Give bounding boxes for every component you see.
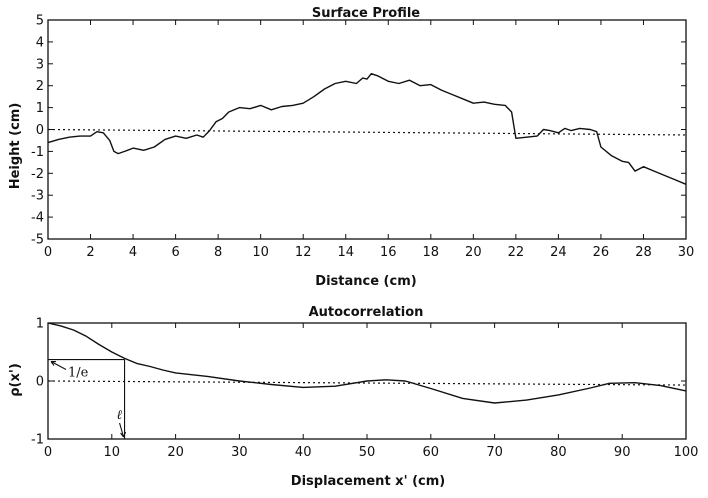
surface-profile-y-tick-label: -1: [31, 145, 44, 160]
surface-profile-x-tick-label: 10: [252, 245, 269, 260]
surface-profile-x-tick-label: 2: [86, 245, 94, 260]
surface-profile-x-tick-label: 0: [44, 245, 52, 260]
one-over-e-arrow-icon: [50, 360, 67, 371]
surface-profile-x-tick-label: 14: [337, 245, 354, 260]
autocorrelation-plot-frame: [47, 322, 687, 440]
autocorrelation-x-tick-label: 30: [231, 445, 248, 460]
surface-profile-x-tick-label: 6: [171, 245, 179, 260]
autocorrelation-x-tick-label: 40: [295, 445, 312, 460]
surface-profile-x-tick-label: 8: [214, 245, 222, 260]
surface-profile-y-tick-label: -3: [31, 189, 44, 204]
surface-profile-x-tick-label: 12: [295, 245, 312, 260]
surface-profile-x-tick-label: 20: [465, 245, 482, 260]
surface-profile-x-tick-label: 30: [678, 245, 695, 260]
surface-profile-plot-frame: [47, 19, 687, 240]
surface-profile-x-tick-label: 28: [635, 245, 652, 260]
surface-profile-title: Surface Profile: [312, 6, 420, 21]
surface-profile-x-tick-label: 16: [380, 245, 397, 260]
autocorrelation-x-axis-label: Displacement x' (cm): [291, 474, 445, 489]
autocorrelation-x-tick-label: 60: [423, 445, 440, 460]
surface-profile-y-tick-label: 4: [36, 35, 44, 50]
autocorrelation-x-tick-label: 100: [674, 445, 699, 460]
correlation-length-arrow-icon: [119, 422, 127, 438]
surface-profile-x-axis-label: Distance (cm): [315, 274, 416, 289]
surface-profile-y-tick-label: -4: [31, 211, 44, 226]
autocorrelation-zero-reference-line: [47, 380, 687, 386]
autocorrelation-x-tick-label: 20: [167, 445, 184, 460]
surface-profile-ticks: 0 2 4 6 8 10 12 14 16 18 20 22 24 26 28 30-5-4-3-2-1012…: [31, 14, 694, 261]
autocorrelation-y-tick-label: 0: [36, 375, 44, 390]
surface-profile-x-tick-label: 4: [129, 245, 137, 260]
surface-profile-x-tick-label: 18: [423, 245, 440, 260]
surface-profile-y-tick-label: 3: [36, 57, 44, 72]
surface-profile-x-tick-label: 26: [593, 245, 610, 260]
autocorrelation-x-tick-label: 90: [614, 445, 631, 460]
one-over-e-annotation: 1/e: [68, 366, 89, 381]
autocorrelation-ticks: 0 10 20 30 40 50 60 70 80 90 100-101: [31, 317, 698, 461]
autocorrelation-y-tick-label: 1: [36, 317, 44, 332]
surface-profile-y-tick-label: -2: [31, 167, 44, 182]
surface-profile-y-tick-label: 2: [36, 79, 44, 94]
autocorrelation-x-tick-label: 80: [550, 445, 567, 460]
autocorrelation-y-tick-label: -1: [31, 433, 44, 448]
autocorrelation-y-axis-label: ρ(x'): [8, 363, 23, 397]
surface-profile-x-tick-label: 22: [508, 245, 525, 260]
correlation-length-annotation: ℓ: [117, 408, 123, 423]
autocorrelation-chart: Autocorrelation 0 10 20 30 40 50 60 70 80 90 100-1…: [8, 305, 698, 489]
surface-profile-y-tick-label: 1: [36, 101, 44, 116]
surface-profile-y-tick-label: -5: [31, 233, 44, 248]
autocorrelation-x-tick-label: 0: [44, 445, 52, 460]
autocorrelation-series-line: [47, 322, 687, 404]
surface-profile-chart: Surface Profile 0 2 4 6 8 10 12 14 16 18 20 22 24 26 2…: [8, 6, 694, 289]
surface-profile-y-axis-label: Height (cm): [8, 103, 23, 190]
surface-profile-zero-reference-line: [47, 128, 687, 136]
autocorrelation-x-tick-label: 70: [486, 445, 503, 460]
autocorrelation-x-tick-label: 50: [359, 445, 376, 460]
autocorrelation-title: Autocorrelation: [309, 305, 424, 320]
surface-profile-y-tick-label: 0: [36, 123, 44, 138]
surface-profile-series-line: [47, 73, 687, 185]
surface-profile-y-tick-label: 5: [36, 14, 44, 29]
autocorrelation-x-tick-label: 10: [104, 445, 121, 460]
surface-profile-x-tick-label: 24: [550, 245, 567, 260]
